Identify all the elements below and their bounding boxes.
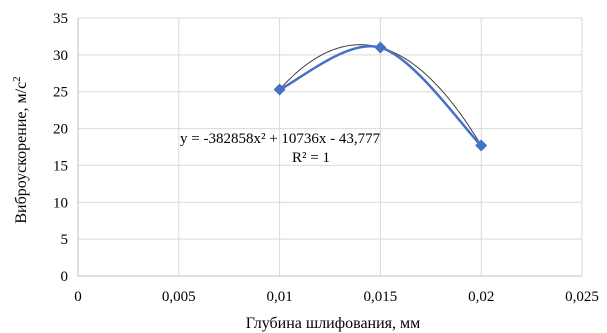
y-tick-label: 35 — [53, 11, 68, 27]
y-tick-label: 5 — [61, 232, 69, 248]
x-tick-label: 0,01 — [266, 289, 292, 305]
trendline-equation: y = -382858x² + 10736x - 43,777 — [180, 131, 381, 147]
tick-labels: 0 5 10 15 20 25 30 35 0 0,005 0,01 0,015 0,02 0,025 — [53, 11, 599, 305]
y-tick-label: 15 — [53, 158, 68, 174]
data-point-marker — [273, 83, 286, 96]
x-tick-label: 0,025 — [565, 289, 599, 305]
x-tick-label: 0,02 — [468, 289, 494, 305]
y-tick-label: 25 — [53, 85, 68, 101]
series-layer — [273, 41, 488, 152]
data-point-marker — [374, 41, 387, 54]
trendline-r-squared: R² = 1 — [292, 150, 330, 166]
x-tick-label: 0,015 — [364, 289, 398, 305]
y-tick-label: 20 — [53, 122, 68, 138]
y-tick-label: 0 — [61, 269, 69, 285]
y-tick-label: 10 — [53, 195, 68, 211]
y-axis-title: Виброускорение, м/с2 — [11, 76, 30, 223]
data-point-marker — [475, 139, 488, 152]
x-tick-label: 0 — [74, 289, 82, 305]
gridlines — [77, 17, 583, 277]
x-axis-title: Глубина шлифования, мм — [246, 315, 421, 332]
y-axis-title-superscript: 2 — [11, 76, 23, 82]
x-tick-label: 0,005 — [162, 289, 196, 305]
y-axis-title-text: Виброускорение, м/с — [13, 82, 30, 224]
y-tick-label: 30 — [53, 48, 68, 64]
